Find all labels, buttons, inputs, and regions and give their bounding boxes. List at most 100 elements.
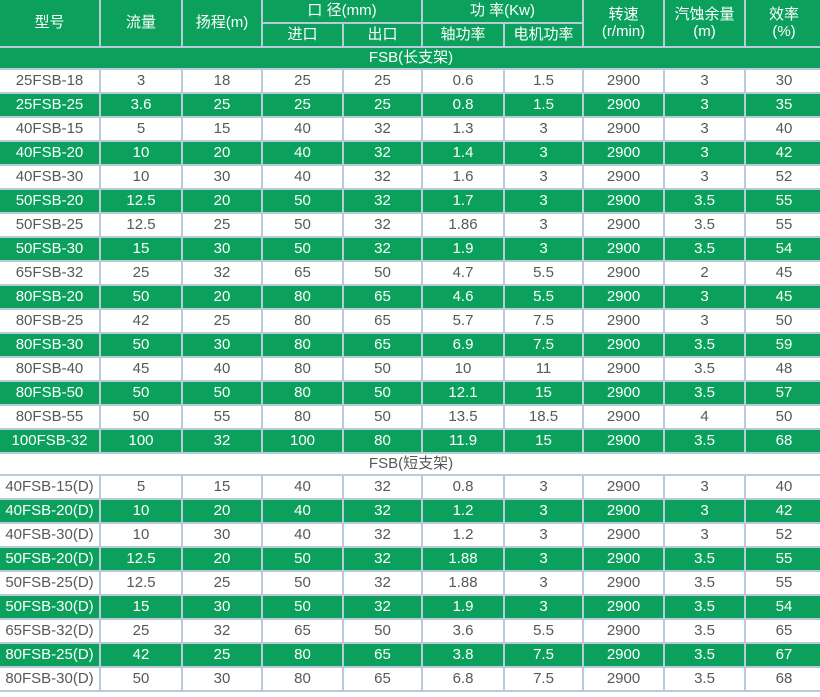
cell-speed: 2900	[582, 404, 665, 430]
cell-npsh: 3.5	[663, 332, 746, 358]
cell-head: 40	[181, 356, 263, 382]
cell-head: 20	[181, 140, 263, 166]
cell-npsh: 3.5	[663, 212, 746, 238]
cell-npsh: 3	[663, 140, 746, 166]
cell-head: 55	[181, 404, 263, 430]
cell-efficiency: 54	[744, 594, 820, 620]
cell-speed: 2900	[582, 666, 665, 692]
table-row: 80FSB-20 50 20 80 65 4.6 5.5 2900 3 45	[0, 284, 820, 310]
cell-shaft-power: 1.2	[421, 498, 505, 524]
section-title-row: FSB(长支架)	[0, 46, 820, 70]
cell-head: 20	[181, 498, 263, 524]
cell-model: 80FSB-25(D)	[0, 642, 101, 668]
cell-npsh: 3.5	[663, 428, 746, 454]
cell-npsh: 3	[663, 92, 746, 118]
section-header-short-bracket: FSB(短支架)	[0, 452, 820, 476]
cell-inlet: 80	[261, 666, 344, 692]
cell-model: 25FSB-18	[0, 68, 101, 94]
cell-model: 40FSB-20	[0, 140, 101, 166]
cell-npsh: 2	[663, 260, 746, 286]
cell-motor-power: 3	[503, 570, 584, 596]
cell-outlet: 32	[342, 116, 423, 142]
section-title-row: FSB(短支架)	[0, 452, 820, 476]
cell-motor-power: 1.5	[503, 68, 584, 94]
cell-motor-power: 5.5	[503, 618, 584, 644]
cell-npsh: 3.5	[663, 380, 746, 406]
cell-head: 30	[181, 522, 263, 548]
cell-outlet: 50	[342, 356, 423, 382]
cell-npsh: 3.5	[663, 594, 746, 620]
header-power-group: 功 率(Kw)	[421, 0, 584, 24]
cell-motor-power: 5.5	[503, 260, 584, 286]
cell-inlet: 80	[261, 404, 344, 430]
cell-outlet: 65	[342, 284, 423, 310]
cell-flow: 25	[99, 618, 183, 644]
cell-npsh: 3	[663, 308, 746, 334]
cell-motor-power: 11	[503, 356, 584, 382]
table-row: 40FSB-15 5 15 40 32 1.3 3 2900 3 40	[0, 116, 820, 142]
cell-outlet: 80	[342, 428, 423, 454]
cell-model: 80FSB-30	[0, 332, 101, 358]
cell-efficiency: 65	[744, 618, 820, 644]
cell-outlet: 32	[342, 140, 423, 166]
cell-outlet: 32	[342, 570, 423, 596]
cell-outlet: 32	[342, 546, 423, 572]
cell-npsh: 3	[663, 68, 746, 94]
cell-outlet: 65	[342, 642, 423, 668]
cell-shaft-power: 1.2	[421, 522, 505, 548]
cell-model: 50FSB-30	[0, 236, 101, 262]
header-npsh: 汽蚀余量 (m)	[663, 0, 746, 48]
header-shaft-power: 轴功率	[421, 22, 505, 48]
cell-inlet: 40	[261, 164, 344, 190]
cell-efficiency: 68	[744, 666, 820, 692]
header-diameter-group: 口 径(mm)	[261, 0, 423, 24]
cell-shaft-power: 13.5	[421, 404, 505, 430]
cell-speed: 2900	[582, 570, 665, 596]
table-row: 80FSB-55 50 55 80 50 13.5 18.5 2900 4 50	[0, 404, 820, 430]
cell-npsh: 3.5	[663, 546, 746, 572]
cell-speed: 2900	[582, 498, 665, 524]
section-title-short-bracket: FSB(短支架)	[0, 452, 820, 476]
table-row: 80FSB-40 45 40 80 50 10 11 2900 3.5 48	[0, 356, 820, 382]
cell-model: 65FSB-32(D)	[0, 618, 101, 644]
cell-head: 30	[181, 666, 263, 692]
cell-outlet: 32	[342, 522, 423, 548]
table-row: 25FSB-25 3.6 25 25 25 0.8 1.5 2900 3 35	[0, 92, 820, 118]
cell-efficiency: 42	[744, 498, 820, 524]
cell-motor-power: 3	[503, 594, 584, 620]
table-row: 65FSB-32 25 32 65 50 4.7 5.5 2900 2 45	[0, 260, 820, 286]
table-row: 40FSB-20(D) 10 20 40 32 1.2 3 2900 3 42	[0, 498, 820, 524]
cell-outlet: 32	[342, 594, 423, 620]
table-row: 40FSB-30 10 30 40 32 1.6 3 2900 3 52	[0, 164, 820, 190]
section-header-long-bracket: FSB(长支架)	[0, 46, 820, 70]
cell-motor-power: 3	[503, 474, 584, 500]
table-row: 50FSB-30(D) 15 30 50 32 1.9 3 2900 3.5 5…	[0, 594, 820, 620]
cell-efficiency: 52	[744, 522, 820, 548]
section-title-long-bracket: FSB(长支架)	[0, 46, 820, 70]
cell-speed: 2900	[582, 380, 665, 406]
cell-efficiency: 40	[744, 116, 820, 142]
cell-head: 25	[181, 212, 263, 238]
table-row: 40FSB-15(D) 5 15 40 32 0.8 3 2900 3 40	[0, 474, 820, 500]
cell-outlet: 32	[342, 188, 423, 214]
cell-inlet: 80	[261, 308, 344, 334]
cell-shaft-power: 0.8	[421, 474, 505, 500]
cell-outlet: 50	[342, 380, 423, 406]
header-speed-line1: 转速	[608, 5, 639, 23]
cell-head: 25	[181, 92, 263, 118]
cell-speed: 2900	[582, 140, 665, 166]
cell-npsh: 3.5	[663, 618, 746, 644]
cell-inlet: 40	[261, 140, 344, 166]
cell-efficiency: 55	[744, 546, 820, 572]
cell-shaft-power: 3.6	[421, 618, 505, 644]
header-flow: 流量	[99, 0, 183, 48]
cell-shaft-power: 0.6	[421, 68, 505, 94]
cell-head: 25	[181, 570, 263, 596]
cell-head: 30	[181, 594, 263, 620]
cell-flow: 42	[99, 308, 183, 334]
cell-efficiency: 40	[744, 474, 820, 500]
cell-outlet: 50	[342, 618, 423, 644]
cell-npsh: 3.5	[663, 236, 746, 262]
cell-motor-power: 3	[503, 140, 584, 166]
cell-model: 80FSB-40	[0, 356, 101, 382]
